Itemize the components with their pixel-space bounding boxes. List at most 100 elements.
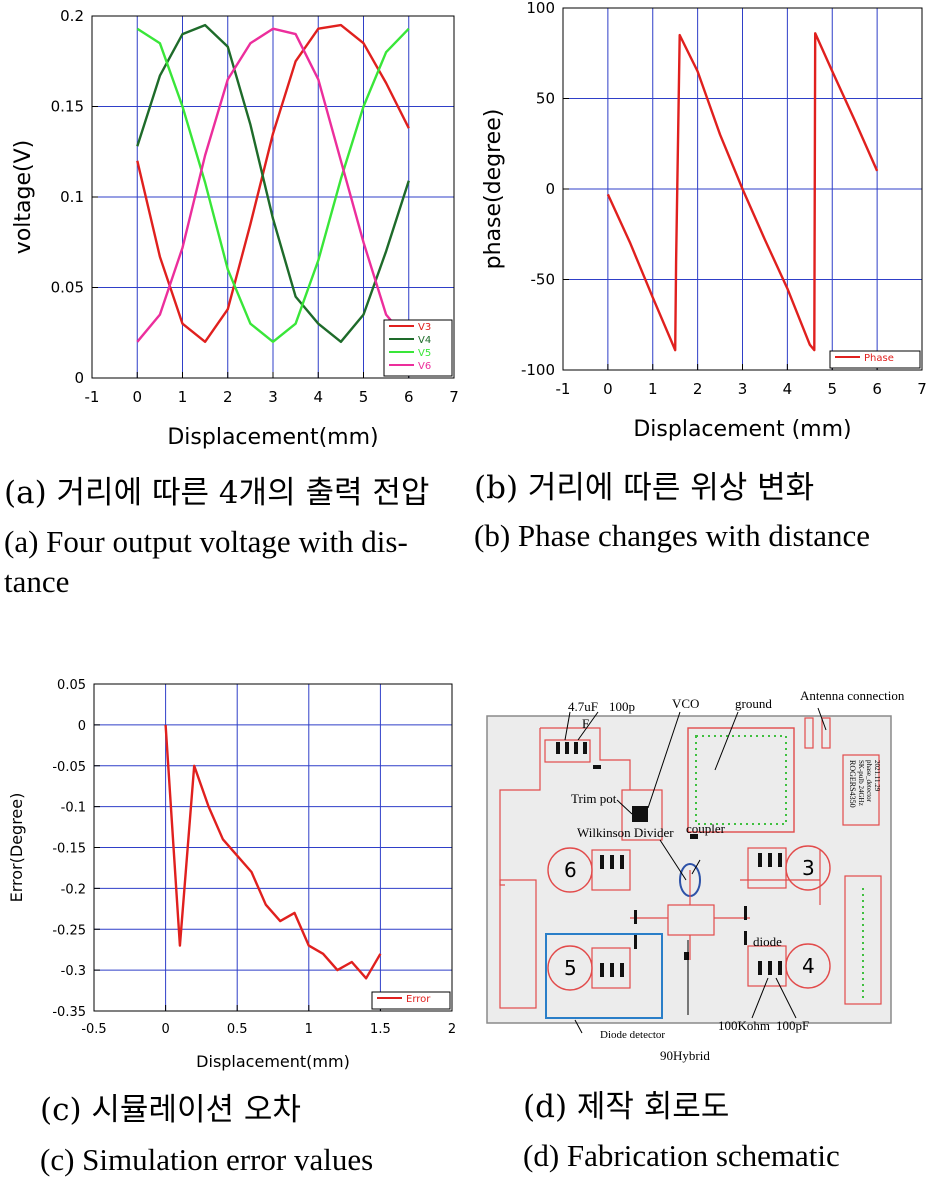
hybrid-block: [667, 904, 715, 936]
label-cap2b: F: [582, 716, 589, 731]
x-tick-label-6: 5: [827, 380, 837, 398]
y-tick-label-3: 50: [536, 90, 555, 108]
x-axis-label: Displacement(mm): [196, 1052, 350, 1071]
label-cap2: 100p: [609, 699, 635, 714]
x-tick-label-4: 3: [268, 388, 278, 406]
hybrid-traces: [630, 870, 750, 960]
y-tick-label-1: -50: [531, 271, 556, 289]
y-tick-label-4: 100: [526, 0, 555, 17]
y-tick-label-4: -0.15: [52, 842, 86, 857]
cap-part-1: [556, 742, 560, 754]
port-3-label: 3: [802, 856, 815, 880]
x-tick-label-0: -0.5: [81, 1022, 106, 1037]
legend-label-Error: Error: [406, 994, 431, 1005]
annotation-arrows: [564, 707, 827, 1034]
detector-5: [591, 947, 631, 989]
ground-vias: [695, 735, 787, 825]
trace-power: [499, 727, 631, 886]
x-tick-label-3: 2: [223, 388, 233, 406]
label-resistor: 100Kohm: [718, 1018, 770, 1033]
pad-caps: [544, 739, 591, 763]
y-axis-label: Error(Degree): [7, 793, 26, 903]
vco-chip: [632, 806, 648, 822]
caption-c-english: (c) Simulation error values: [40, 1142, 374, 1177]
label-diode: diode: [753, 934, 782, 949]
port-6-label: 6: [564, 858, 577, 882]
y-tick-label-0: 0: [74, 369, 84, 387]
port-4-label: 4: [802, 954, 815, 978]
cap-part-3: [574, 742, 578, 754]
series-line-V3: [136, 23, 410, 343]
y-tick-label-1: 0: [78, 719, 86, 734]
x-axis-label: Displacement(mm): [167, 425, 378, 450]
x-tick-label-5: 2: [448, 1022, 456, 1037]
x-tick-label-8: 7: [449, 388, 459, 406]
board-outline: [486, 715, 892, 1024]
label-vco: VCO: [672, 696, 699, 711]
detector-6: [591, 849, 631, 891]
x-tick-label-4: 3: [738, 380, 748, 398]
board-label: ROGERS4350 SK-pulb 24GHz phase_detector …: [848, 760, 881, 808]
caption-d-korean: (d) 제작 회로도: [523, 1089, 730, 1125]
vco-block: [621, 789, 663, 841]
x-tick-label-5: 4: [313, 388, 323, 406]
x-tick-label-1: 0: [132, 388, 142, 406]
y-tick-label-1: 0.05: [51, 279, 84, 297]
x-tick-label-7: 6: [404, 388, 414, 406]
trim-pot-part: [593, 765, 601, 769]
y-tick-label-6: -0.25: [52, 923, 86, 938]
legend-label-V3: V3: [418, 322, 431, 333]
board-label-box: [842, 754, 880, 826]
caption-c-korean: (c) 시뮬레이션 오차: [40, 1092, 301, 1128]
caption-a-english: (a) Four output voltage with dis- tance: [4, 524, 408, 599]
x-tick-label-4: 1.5: [370, 1022, 391, 1037]
x-tick-label-8: 7: [917, 380, 927, 398]
cap-part-4: [583, 742, 587, 754]
legend-box: [829, 350, 921, 369]
x-tick-label-3: 2: [693, 380, 703, 398]
x-tick-label-5: 4: [783, 380, 793, 398]
board-line-1: ROGERS4350: [848, 760, 857, 808]
x-tick-label-0: -1: [85, 388, 100, 406]
caption-b-korean: (b) 거리에 따른 위상 변화: [474, 470, 815, 506]
legend-label-Phase: Phase: [864, 353, 894, 364]
antenna-pad-2: [821, 717, 831, 749]
caption-b-english: (b) Phase changes with distance: [474, 518, 870, 553]
chart-voltage: -1 0 1 2 3 4 5 6 700.050.10.150.2Displacement(mm…: [11, 7, 459, 450]
y-tick-label-3: 0.15: [51, 98, 84, 116]
label-diode-detector: Diode detector: [600, 1029, 665, 1041]
side-pad-right: [844, 875, 882, 1005]
legend-label-V5: V5: [418, 348, 431, 359]
y-axis-label: voltage(V): [11, 140, 36, 254]
x-tick-label-2: 1: [648, 380, 658, 398]
detector-3: [747, 847, 787, 889]
y-axis-label: phase(degree): [481, 109, 506, 270]
chart-error: -0.5 0 0.5 1 1.5 2 0.05 0 -0.05 -0.1 -0.15 -0.2 -0.2…: [7, 678, 456, 1071]
label-cap3: 100pF: [776, 1018, 809, 1033]
antenna-pad-1: [804, 717, 814, 749]
series-line-V5: [136, 27, 410, 343]
y-tick-label-2: 0.1: [60, 188, 84, 206]
trace-right: [740, 850, 821, 905]
series-line-V4: [136, 23, 410, 343]
legend-box: [371, 991, 451, 1010]
x-tick-label-3: 1: [305, 1022, 313, 1037]
board-line-3: phase_detector: [865, 760, 873, 803]
label-coupler: coupler: [686, 821, 726, 836]
side-pad-left: [499, 879, 537, 1009]
y-tick-label-0: -100: [521, 361, 555, 379]
caption-a-korean: (a) 거리에 따른 4개의 출력 전압: [4, 475, 430, 511]
board-line-2: SK-pulb 24GHz: [857, 760, 865, 806]
y-tick-label-7: -0.3: [61, 964, 86, 979]
caption-d-english: (d) Fabrication schematic: [523, 1138, 840, 1173]
x-tick-label-6: 5: [359, 388, 369, 406]
label-ground: ground: [735, 696, 772, 711]
series-line-V6: [136, 27, 410, 343]
y-tick-label-2: 0: [545, 180, 555, 198]
label-wilkinson: Wilkinson Divider: [577, 825, 674, 840]
x-tick-label-1: 0: [161, 1022, 169, 1037]
y-tick-label-8: -0.35: [52, 1005, 86, 1020]
chart-phase: -1 0 1 2 3 4 5 6 7 -100 -50 0 50 100 Displacement (mm)…: [481, 0, 927, 442]
legend-box: [383, 319, 453, 377]
